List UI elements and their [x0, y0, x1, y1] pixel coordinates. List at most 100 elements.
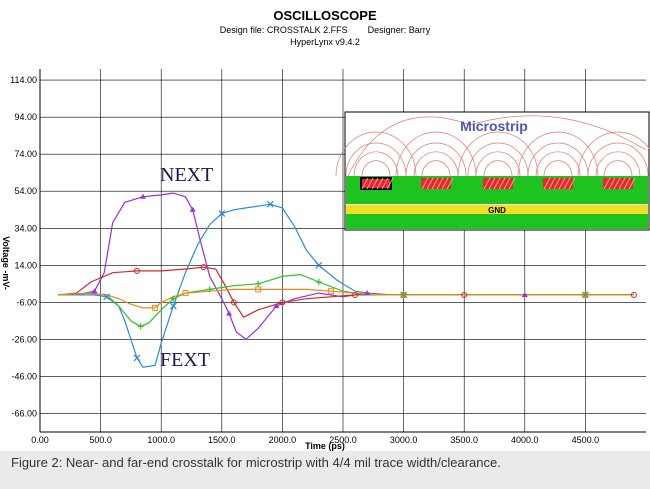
field-line — [475, 151, 521, 177]
trace-hatch — [508, 177, 516, 190]
field-line — [517, 131, 599, 177]
field-line — [543, 160, 573, 177]
trace-hatch — [613, 177, 621, 190]
oscilloscope-chart: 114.00 94.00 74.00 54.00 34.00 14.00 -6.00 -26.… — [10, 69, 650, 445]
x-tick-label: 0.00 — [31, 435, 49, 445]
trace-hatch — [371, 177, 379, 190]
series-3-marker — [352, 291, 359, 298]
tick-labels: 114.00 94.00 74.00 54.00 34.00 14.00 -6.00 -26.… — [10, 75, 599, 445]
axes — [39, 69, 646, 433]
x-tick-label: 3500.0 — [450, 435, 478, 445]
series-5-marker — [255, 286, 262, 293]
trace — [483, 178, 513, 189]
series-5-marker — [152, 304, 159, 311]
ground-label: GND — [488, 206, 506, 215]
trace-hatch — [563, 177, 571, 190]
series-1-marker — [364, 290, 371, 296]
y-tick-label: 114.00 — [10, 75, 37, 85]
trace — [360, 177, 392, 190]
trace-hatch — [361, 177, 369, 190]
series-4-marker — [206, 286, 213, 293]
series-4-marker — [315, 278, 322, 285]
field-line — [483, 160, 513, 177]
field-line — [421, 160, 451, 177]
series-2-marker — [103, 293, 111, 301]
field-line — [457, 131, 539, 177]
series-markers — [91, 193, 637, 362]
design-info: Design file: CROSSTALK 2.FFS Designer: B… — [219, 25, 431, 35]
trace-hatch — [608, 177, 616, 190]
trace-hatch — [441, 177, 449, 190]
trace-hatch — [498, 177, 506, 190]
trace-hatch — [483, 177, 491, 190]
x-axis-label: Time (ps) — [305, 441, 345, 451]
y-tick-label: -6.00 — [16, 297, 37, 307]
series-2-marker — [266, 200, 274, 208]
field-line — [395, 131, 477, 177]
x-tick-label: 3000.0 — [390, 435, 418, 445]
field-line — [603, 160, 633, 177]
trace-hatch — [618, 177, 626, 190]
series-5-marker — [400, 291, 407, 298]
series-1-marker — [521, 291, 528, 297]
y-tick-label: 14.00 — [14, 260, 37, 270]
series-4-marker — [255, 280, 262, 287]
field-line — [361, 160, 391, 177]
x-tick-label: 500.0 — [89, 435, 112, 445]
microstrip-inset: Microstrip GND — [335, 111, 650, 231]
inset-title: Microstrip — [460, 118, 528, 134]
series-2-marker — [169, 302, 177, 310]
series-1-marker — [189, 206, 196, 212]
trace-hatch — [421, 177, 429, 190]
series-3-marker — [230, 299, 237, 306]
y-tick-label: 94.00 — [14, 112, 37, 122]
series-2-marker — [133, 354, 141, 362]
trace-hatch — [568, 177, 576, 190]
trace — [543, 178, 573, 189]
x-tick-label: 2000.0 — [269, 435, 297, 445]
series-5-marker — [327, 288, 334, 295]
trace-hatch — [446, 177, 454, 190]
trace-hatch — [376, 177, 384, 190]
trace-hatch — [366, 177, 374, 190]
trace-hatch — [493, 177, 501, 190]
series-4-marker — [137, 323, 144, 330]
y-tick-label: -46.00 — [11, 371, 37, 381]
field-line — [345, 142, 407, 177]
x-tick-label: 2500.0 — [329, 435, 357, 445]
trace-hatch — [553, 177, 561, 190]
series-3-marker — [133, 267, 140, 274]
lower-dielectric — [346, 214, 648, 229]
trace-hatch — [381, 177, 389, 190]
software-version: HyperLynx v9.4.2 — [290, 37, 360, 47]
trace-hatch — [558, 177, 566, 190]
y-tick-label: 34.00 — [14, 223, 37, 233]
trace-hatch — [623, 177, 631, 190]
series-3-marker — [200, 264, 207, 271]
x-tick-label: 1500.0 — [208, 435, 236, 445]
series-1-marker — [273, 303, 280, 309]
series-5-marker — [582, 291, 589, 298]
field-line — [595, 151, 641, 177]
series-3-marker — [630, 291, 637, 298]
chart-header: OSCILLOSCOPE Design file: CROSSTALK 2.FF… — [0, 0, 650, 56]
field-line — [353, 151, 399, 177]
series-line-5 — [58, 288, 634, 309]
field-line — [587, 142, 649, 177]
next-annotation: NEXT — [160, 164, 213, 186]
x-tick-label: 1000.0 — [147, 435, 175, 445]
trace-hatch — [431, 177, 439, 190]
trace-hatch — [628, 177, 636, 190]
ground-plane — [346, 205, 648, 214]
y-tick-label: 54.00 — [14, 186, 37, 196]
figure-caption-bar: Figure 2: Near- and far-end crosstalk fo… — [0, 451, 650, 489]
trace — [421, 178, 451, 189]
chart-title: OSCILLOSCOPE — [273, 8, 377, 23]
trace-hatch — [386, 177, 394, 190]
trace — [603, 178, 633, 189]
y-tick-label: -26.00 — [11, 334, 37, 344]
trace-hatch — [503, 177, 511, 190]
figure-caption: Figure 2: Near- and far-end crosstalk fo… — [11, 455, 501, 470]
field-line — [535, 151, 581, 177]
field-line — [335, 131, 417, 177]
